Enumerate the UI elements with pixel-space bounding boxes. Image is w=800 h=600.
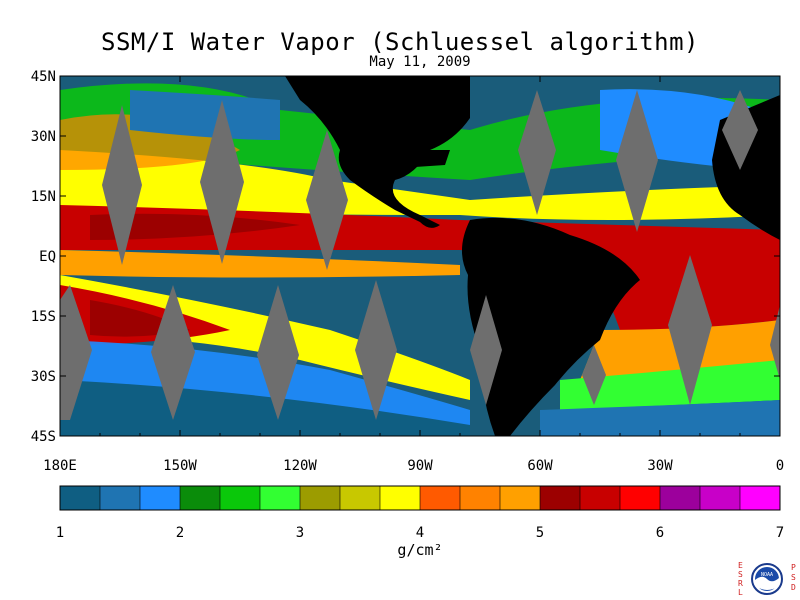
colorbar-tick-label: 7 bbox=[776, 525, 784, 541]
water-vapor-field bbox=[60, 83, 780, 436]
lat-label: 15N bbox=[31, 189, 56, 205]
lat-label: 45S bbox=[31, 429, 56, 445]
lon-label: 180E bbox=[43, 458, 77, 474]
logo-letter: D bbox=[791, 583, 796, 592]
swath-gaps bbox=[60, 90, 780, 420]
logo-letter: S bbox=[738, 570, 743, 579]
colorbar-swatch bbox=[700, 486, 741, 510]
colorbar-swatch bbox=[140, 486, 181, 510]
map-title: SSM/I Water Vapor (Schluessel algorithm) bbox=[101, 28, 699, 56]
lon-label: 0 bbox=[776, 458, 784, 474]
lon-label: 120W bbox=[283, 458, 317, 474]
colorbar-tick-label: 6 bbox=[656, 525, 664, 541]
colorbar-tick-label: 4 bbox=[416, 525, 424, 541]
colorbar-swatch bbox=[660, 486, 701, 510]
lat-label: EQ bbox=[39, 249, 56, 265]
map-date: May 11, 2009 bbox=[369, 54, 471, 70]
lon-label: 150W bbox=[163, 458, 197, 474]
lat-label: 45N bbox=[31, 69, 56, 85]
logo-letter: L bbox=[738, 588, 743, 597]
map-panel bbox=[60, 76, 780, 436]
colorbar-swatch bbox=[620, 486, 661, 510]
logo-text: NOAA bbox=[761, 572, 773, 578]
lat-label: 30S bbox=[31, 369, 56, 385]
colorbar-swatch bbox=[220, 486, 261, 510]
colorbar-unit: g/cm² bbox=[397, 541, 442, 559]
logo-letter: R bbox=[738, 579, 743, 588]
colorbar-tick-label: 1 bbox=[56, 525, 64, 541]
colorbar-swatch bbox=[540, 486, 581, 510]
colorbar-swatch bbox=[380, 486, 421, 510]
colorbar-swatch bbox=[740, 486, 781, 510]
logo-letter: E bbox=[738, 561, 743, 570]
colorbar-tick-label: 3 bbox=[296, 525, 304, 541]
colorbar-swatch bbox=[100, 486, 141, 510]
lon-label: 90W bbox=[407, 458, 433, 474]
colorbar-tick-label: 5 bbox=[536, 525, 544, 541]
colorbar-swatch bbox=[500, 486, 541, 510]
north-america bbox=[285, 76, 470, 228]
lat-label: 15S bbox=[31, 309, 56, 325]
caribbean-islands bbox=[390, 150, 450, 168]
colorbar-swatch bbox=[420, 486, 461, 510]
lon-label: 60W bbox=[527, 458, 553, 474]
longitude-axis: 180E 150W 120W 90W 60W 30W 0 bbox=[43, 76, 784, 474]
south-america bbox=[461, 217, 640, 436]
colorbar-swatch bbox=[340, 486, 381, 510]
colorbar-tick-label: 2 bbox=[176, 525, 184, 541]
colorbar-swatch bbox=[260, 486, 301, 510]
lat-label: 30N bbox=[31, 129, 56, 145]
lon-label: 30W bbox=[647, 458, 673, 474]
colorbar bbox=[59, 485, 781, 511]
colorbar-swatch bbox=[580, 486, 621, 510]
colorbar-swatch bbox=[460, 486, 501, 510]
colorbar-swatch bbox=[60, 486, 101, 510]
latitude-axis: 45N 30N 15N EQ 15S 30S 45S bbox=[31, 69, 780, 445]
colorbar-ticks: 1 2 3 4 5 6 7 bbox=[56, 525, 784, 541]
colorbar-swatch bbox=[180, 486, 221, 510]
colorbar-swatch bbox=[300, 486, 341, 510]
logo-letter: P bbox=[791, 563, 796, 572]
logo-letter: S bbox=[791, 573, 796, 582]
